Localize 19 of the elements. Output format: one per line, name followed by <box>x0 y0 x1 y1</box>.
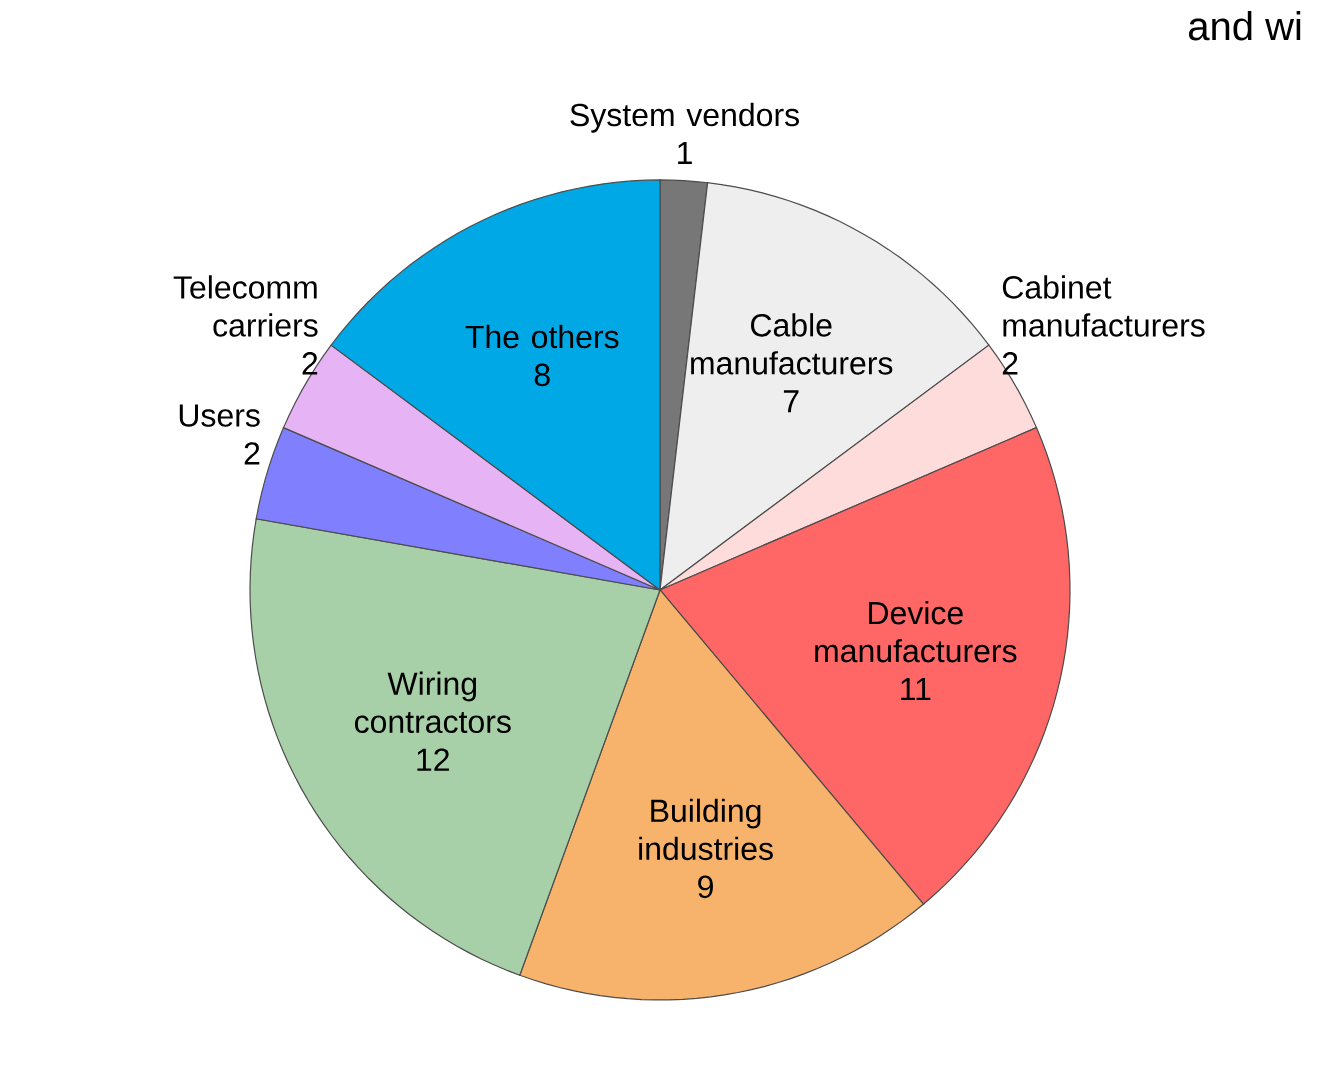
data-label: 8 <box>534 363 550 387</box>
slice-label: Cable manufacturers <box>691 313 893 375</box>
data-label: 11 <box>901 678 931 701</box>
data-label: 12 <box>417 748 449 771</box>
slice-label: System vendors <box>570 102 799 133</box>
slice-label: Device manufacturers <box>815 600 1017 663</box>
slice-label: The others <box>465 324 619 349</box>
slice-label: Wiring contractors <box>354 671 511 734</box>
data-label: 2 <box>1002 352 1018 375</box>
data-label: 7 <box>783 390 799 413</box>
data-label: 9 <box>698 875 713 899</box>
data-label: 2 <box>302 352 318 375</box>
slice-label: Cabinet manufacturers <box>1002 275 1205 337</box>
slice-label: Telecomm carriers <box>173 275 318 337</box>
slice-label: Users <box>179 404 260 427</box>
data-label: 2 <box>244 442 260 465</box>
data-label: 1 <box>678 141 692 164</box>
text: and wi <box>1189 11 1301 41</box>
slice-label: Building industries <box>639 798 773 861</box>
